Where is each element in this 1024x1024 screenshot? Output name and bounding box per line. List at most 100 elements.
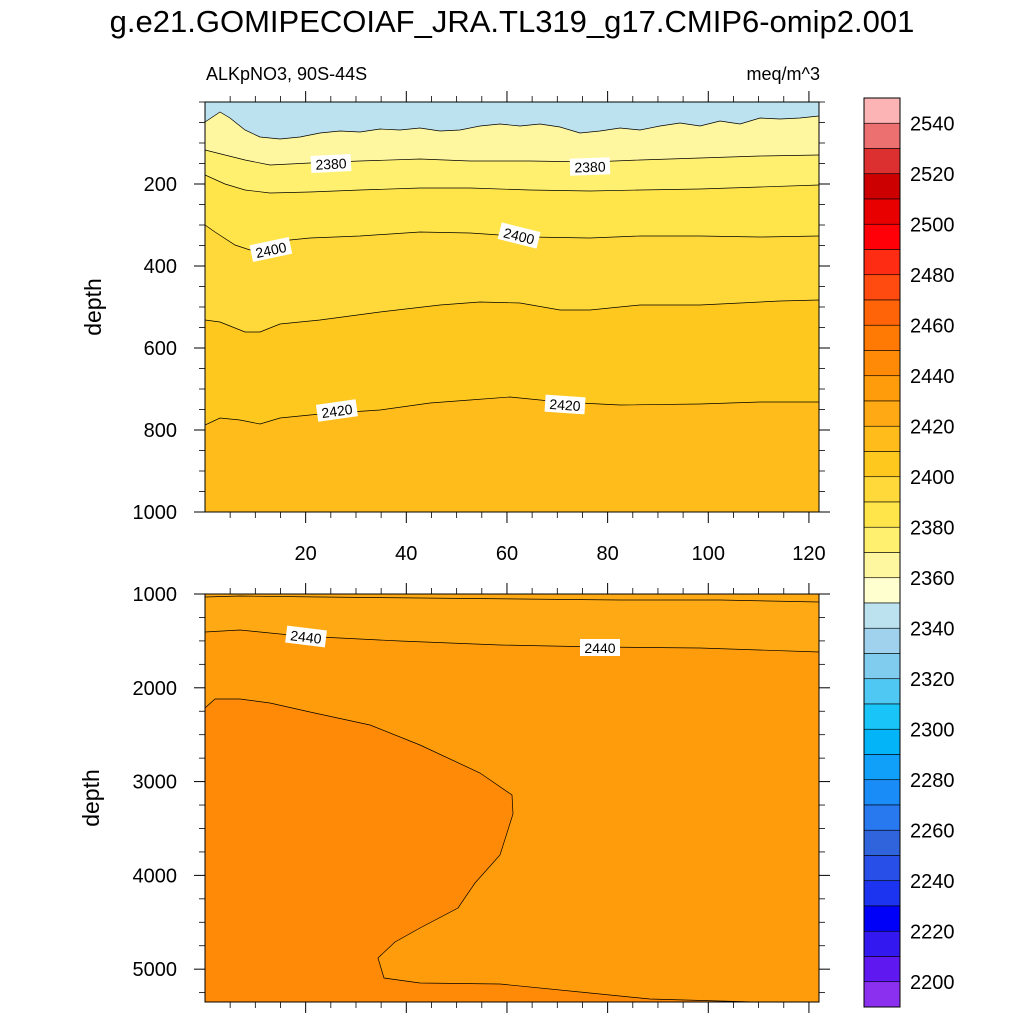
contour-line-2440 <box>205 629 819 653</box>
y-tick-label: 400 <box>144 256 177 278</box>
colorbar-swatch <box>863 223 901 250</box>
lower-plot-frame <box>204 593 820 1003</box>
colorbar-label: 2300 <box>910 719 955 741</box>
colorbar: 2200 2220 2240 2260 2280 2300 2320 2340 2360 2380… <box>863 97 955 1008</box>
y-tick-label: 1000 <box>133 502 178 524</box>
y-tick-label: 200 <box>144 174 177 196</box>
colorbar-swatch <box>863 451 901 478</box>
colorbar-label: 2520 <box>910 164 955 186</box>
fill-band-2450-2460 <box>205 699 770 1002</box>
upper-contour-labels: 2380 2380 2400 2400 2420 <box>249 153 611 422</box>
colorbar-label: 2360 <box>910 568 955 590</box>
lower-y-axis-title: depth <box>78 769 104 827</box>
upper-axis-ticks: 20 40 60 80 100 120 200 400 600 800 1000 <box>133 91 830 565</box>
colorbar-label: 2240 <box>910 871 955 893</box>
colorbar-swatch <box>863 602 901 629</box>
colorbar-swatch <box>863 400 901 427</box>
colorbar-swatch <box>863 526 901 553</box>
colorbar-swatch <box>863 324 901 351</box>
contour-line-2390 <box>205 174 819 194</box>
units-subtitle: meq/m^3 <box>746 64 820 84</box>
x-tick-label: 80 <box>596 543 618 565</box>
colorbar-swatch <box>863 173 901 200</box>
contour-line-2420 <box>205 396 819 426</box>
upper-y-axis-title: depth <box>80 278 106 336</box>
colorbar-swatch <box>863 148 901 175</box>
colorbar-frame <box>863 97 901 1008</box>
colorbar-swatch <box>863 905 901 932</box>
colorbar-swatch <box>863 779 901 806</box>
x-tick-label: 120 <box>792 543 825 565</box>
colorbar-swatch <box>863 804 901 831</box>
lower-contour-labels: 2440 2440 <box>285 625 620 656</box>
colorbar-swatch <box>863 122 901 149</box>
colorbar-swatch <box>863 476 901 503</box>
colorbar-swatch <box>863 653 901 680</box>
y-tick-label: 600 <box>144 338 177 360</box>
colorbar-swatch <box>863 299 901 326</box>
contour-label: 2440 <box>584 640 615 656</box>
colorbar-swatch <box>863 880 901 907</box>
colorbar-swatch <box>863 249 901 276</box>
colorbar-swatch <box>863 198 901 225</box>
colorbar-label: 2540 <box>910 113 955 135</box>
colorbar-swatch <box>863 627 901 654</box>
y-tick-label: 4000 <box>133 865 178 887</box>
contour-label: 2400 <box>502 224 536 247</box>
y-tick-label: 2000 <box>133 678 178 700</box>
colorbar-swatch <box>863 703 901 730</box>
colorbar-swatch <box>863 728 901 755</box>
colorbar-label: 2460 <box>910 315 955 337</box>
y-tick-label: 800 <box>144 420 177 442</box>
colorbar-label: 2400 <box>910 467 955 489</box>
chart-title: g.e21.GOMIPECOIAF_JRA.TL319_g17.CMIP6-om… <box>109 4 915 39</box>
upper-panel: 2380 2380 2400 2400 2420 <box>80 91 830 565</box>
colorbar-swatch <box>863 754 901 781</box>
contour-line-2370 <box>205 111 819 140</box>
contour-label: 2420 <box>320 401 353 421</box>
colorbar-label: 2260 <box>910 820 955 842</box>
colorbar-swatch <box>863 956 901 983</box>
lower-panel: 2440 2440 1000 2000 3000 4000 5000 depth <box>78 583 830 1013</box>
colorbar-label: 2340 <box>910 618 955 640</box>
colorbar-swatch <box>863 97 901 124</box>
colorbar-swatch <box>863 829 901 856</box>
colorbar-label: 2500 <box>910 214 955 236</box>
variable-subtitle: ALKpNO3, 90S-44S <box>206 64 368 84</box>
colorbar-swatch <box>863 274 901 301</box>
colorbar-swatch <box>863 501 901 528</box>
colorbar-swatch <box>863 930 901 957</box>
colorbar-label: 2220 <box>910 921 955 943</box>
contour-label: 2440 <box>290 627 323 647</box>
contour-label: 2380 <box>574 158 606 175</box>
x-tick-label: 100 <box>692 543 725 565</box>
contour-line-2400 <box>205 224 819 251</box>
y-tick-label: 5000 <box>133 959 178 981</box>
x-tick-label: 40 <box>395 543 417 565</box>
x-tick-label: 60 <box>496 543 518 565</box>
colorbar-label: 2420 <box>910 416 955 438</box>
contour-label: 2400 <box>254 239 288 261</box>
colorbar-swatch <box>863 577 901 604</box>
colorbar-swatch <box>863 375 901 402</box>
colorbar-swatch <box>863 350 901 377</box>
colorbar-label: 2480 <box>910 265 955 287</box>
colorbar-label: 2200 <box>910 972 955 994</box>
contour-line-2450 <box>205 698 768 1002</box>
contour-line-2410 <box>205 299 819 333</box>
contour-label: 2420 <box>549 396 581 414</box>
lower-axis-ticks: 1000 2000 3000 4000 5000 <box>133 583 830 1013</box>
contour-line-2430 <box>205 595 819 603</box>
colorbar-swatch <box>863 855 901 882</box>
colorbar-swatch <box>863 552 901 579</box>
contour-line-2380 <box>205 149 819 166</box>
colorbar-swatch <box>863 678 901 705</box>
x-tick-label: 20 <box>295 543 317 565</box>
y-tick-label: 1000 <box>133 584 178 606</box>
colorbar-label: 2440 <box>910 366 955 388</box>
y-tick-label: 3000 <box>133 772 178 794</box>
colorbar-label: 2280 <box>910 770 955 792</box>
fill-band-2430-2440 <box>205 594 819 652</box>
surface-blue-region <box>205 102 819 139</box>
